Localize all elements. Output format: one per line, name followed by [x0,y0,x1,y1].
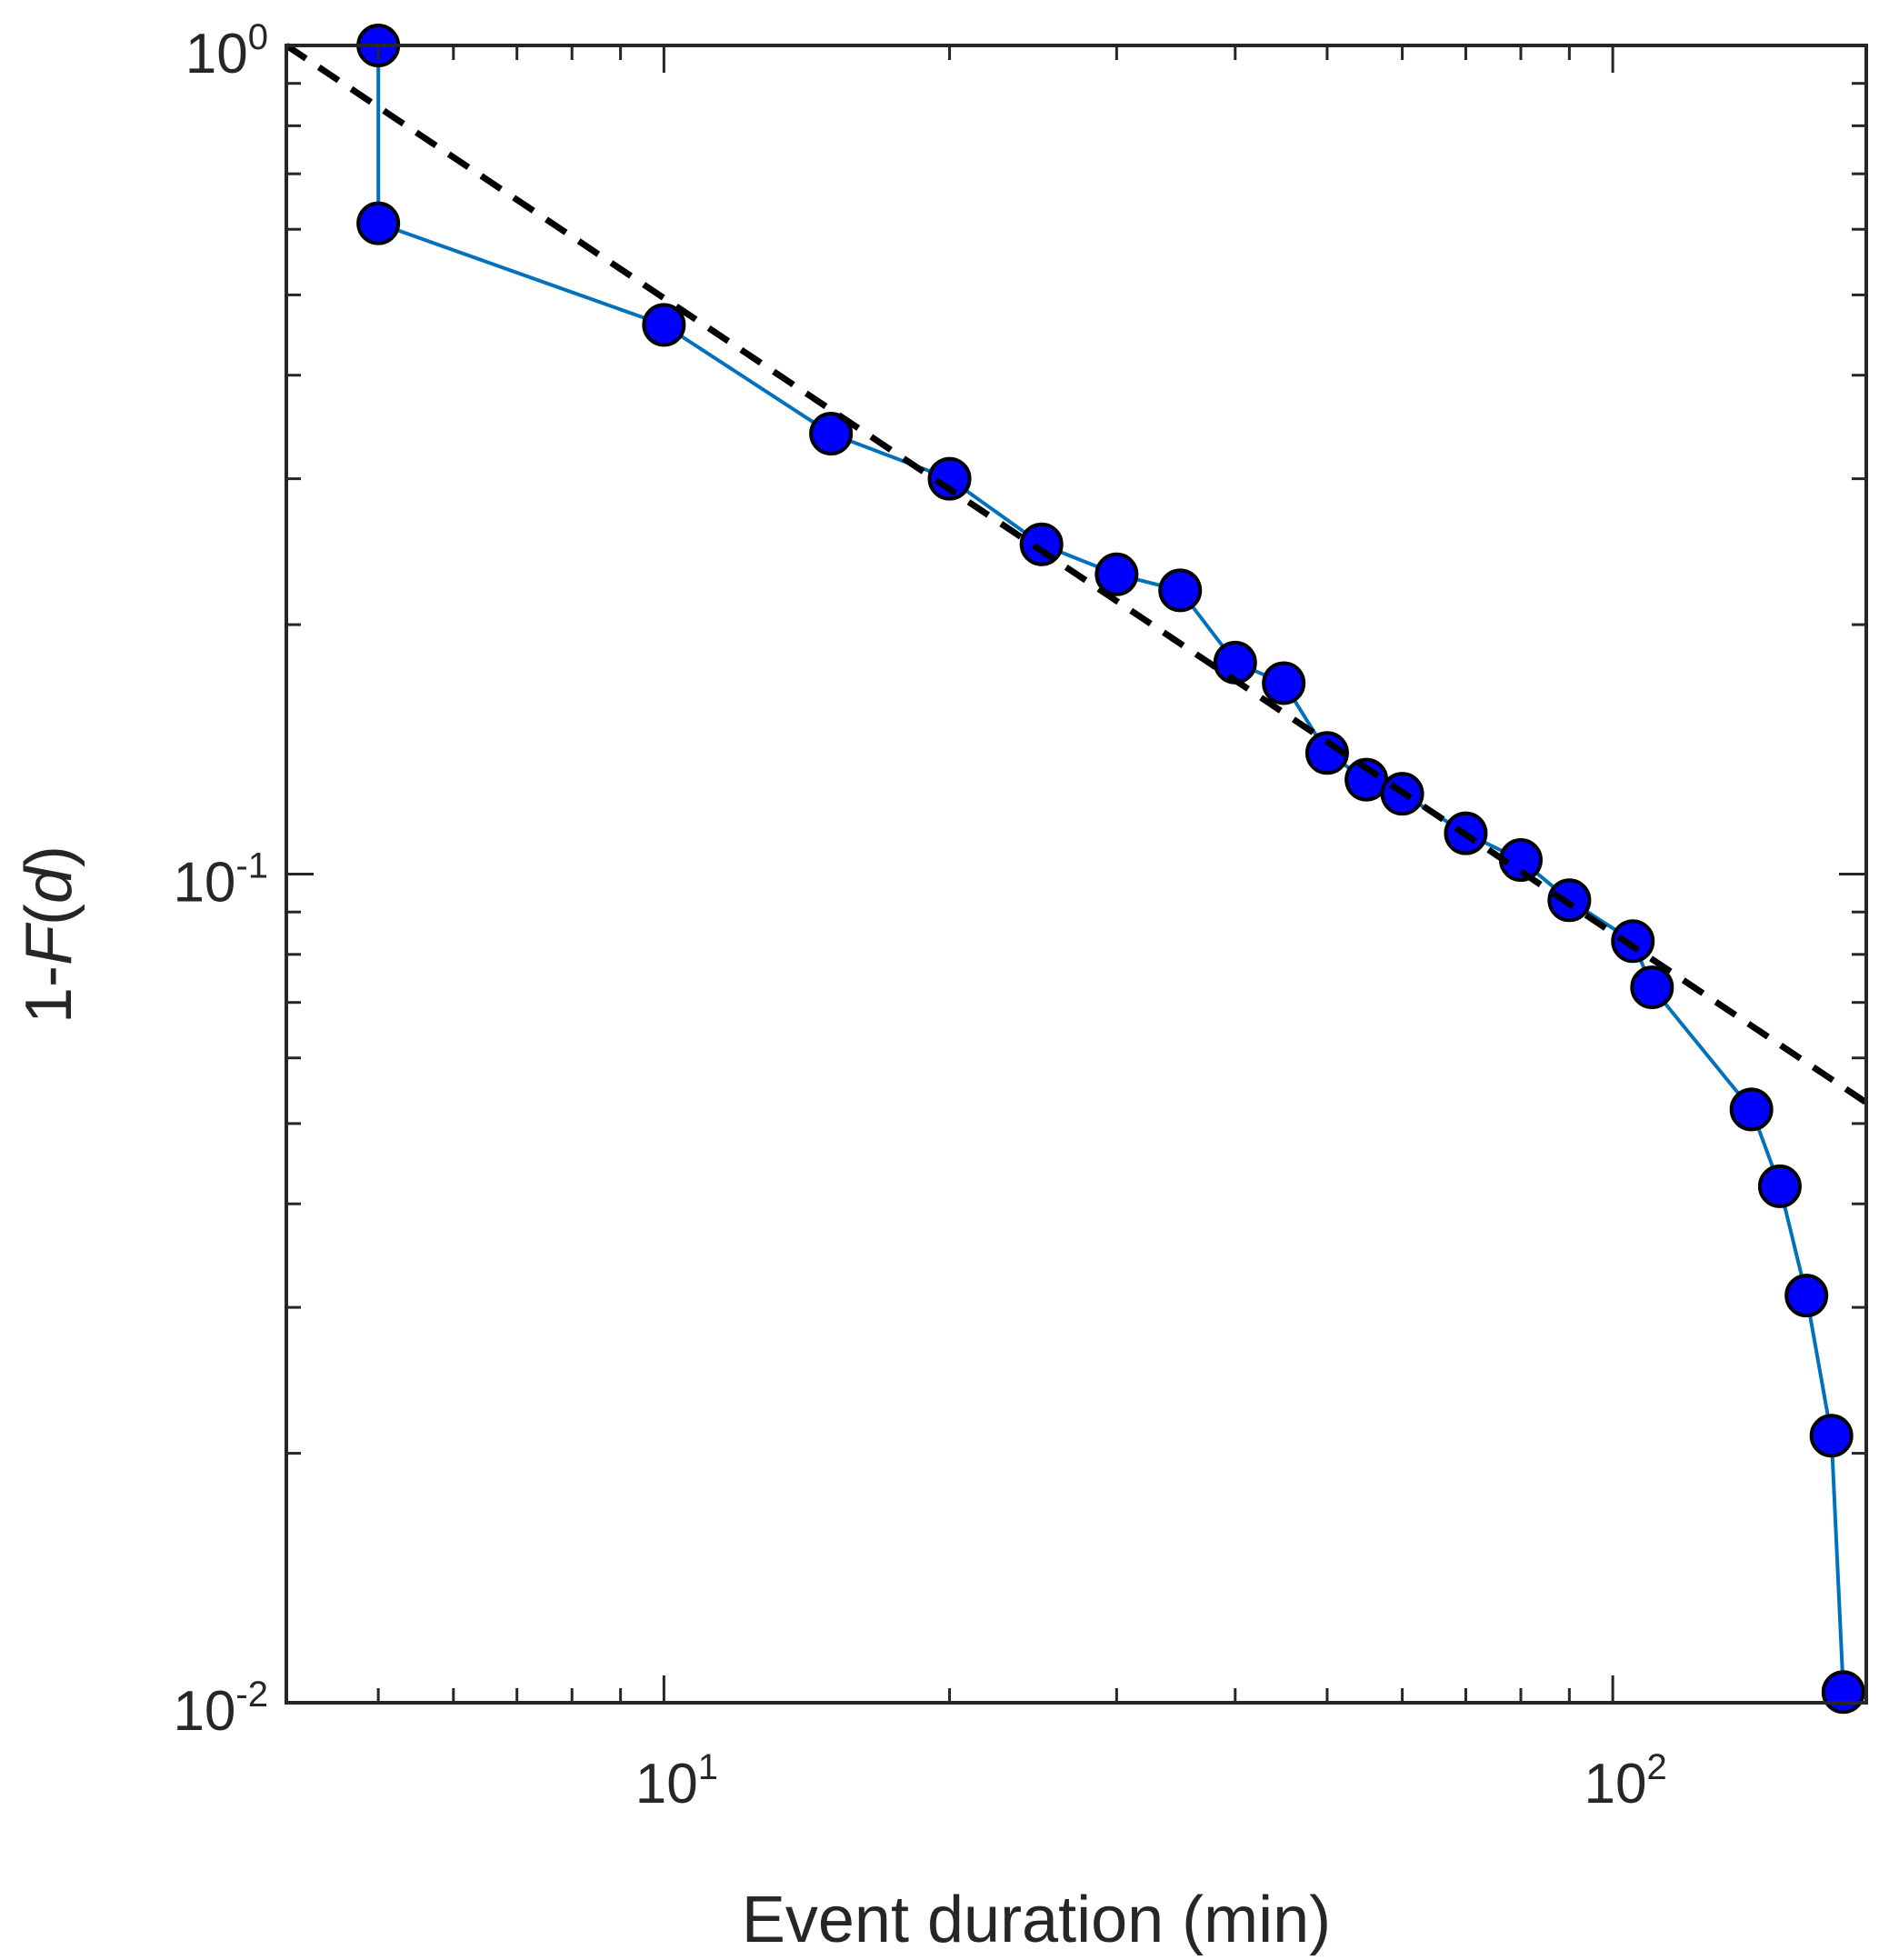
data-point [1757,1164,1802,1208]
y-axis-title-func: F [13,922,85,965]
data-point [1630,965,1674,1010]
series-line [376,45,1845,1693]
data-point [1019,522,1064,566]
data-point [1158,568,1203,613]
y-axis-title-prefix: 1- [13,965,85,1024]
x-tick-label: 101 [635,1747,718,1815]
y-axis-title-paren-close: ) [13,845,85,867]
data-point [809,412,854,456]
data-point [927,456,972,501]
data-point [1262,661,1306,705]
y-tick-label: 10-1 [173,846,268,915]
data-point [1784,1274,1829,1318]
y-axis-title-var: d [13,865,85,904]
y-tick-label: 10-2 [173,1675,268,1743]
data-point [356,201,401,245]
data-point [1729,1087,1774,1132]
fit-line [285,43,1868,1105]
y-axis-title-paren-open: ( [13,904,85,925]
data-point [1304,731,1349,775]
plot-layer [285,24,1868,1715]
data-point [1809,1414,1854,1458]
y-tick-label: 100 [185,17,268,85]
y-axis-title: 1-F(d) [13,845,85,1024]
data-point [1611,919,1655,964]
axes-layer: 101 102 100 10-1 10-2 [173,17,1868,1815]
x-tick-label: 102 [1584,1747,1667,1815]
data-point [642,303,686,347]
data-point [1821,1670,1865,1715]
plot-frame [285,44,1868,1705]
data-point [1094,552,1139,596]
x-axis-title: Event duration (min) [742,1884,1331,1956]
